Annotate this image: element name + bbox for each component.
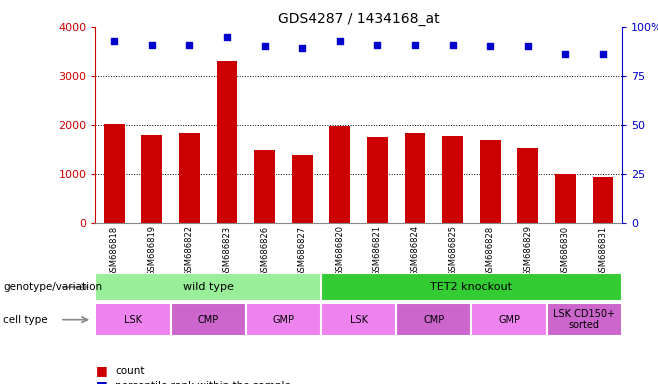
Point (297, 45, 307, 51)
Point (147, 41, 157, 48)
Text: cell type: cell type (3, 314, 48, 325)
Bar (330, 126, 350, 223)
Bar (405, 132, 425, 223)
Text: LSK: LSK (124, 314, 142, 325)
Point (372, 41, 383, 48)
Point (560, 51, 570, 57)
Point (597, 51, 608, 57)
Text: count: count (115, 366, 145, 376)
Bar (95, 273, 321, 301)
Bar (480, 141, 501, 223)
Text: ■: ■ (95, 364, 107, 377)
Bar (141, 135, 162, 223)
Bar (547, 303, 622, 336)
Bar (396, 303, 471, 336)
Text: wild type: wild type (183, 282, 234, 292)
Point (485, 43, 495, 50)
Bar (170, 303, 246, 336)
Text: CMP: CMP (423, 314, 444, 325)
Text: GMP: GMP (498, 314, 520, 325)
Point (334, 38, 345, 44)
Bar (95, 303, 170, 336)
Bar (321, 273, 622, 301)
Point (109, 38, 120, 44)
Text: LSK CD150+
sorted: LSK CD150+ sorted (553, 309, 615, 331)
Point (184, 41, 195, 48)
Bar (292, 155, 313, 223)
Bar (471, 303, 547, 336)
Text: genotype/variation: genotype/variation (3, 282, 103, 292)
Point (222, 34, 232, 40)
Bar (246, 303, 321, 336)
Bar (216, 61, 238, 223)
Text: GDS4287 / 1434168_at: GDS4287 / 1434168_at (278, 12, 440, 25)
Text: ■: ■ (95, 379, 107, 384)
Bar (321, 303, 396, 336)
Text: percentile rank within the sample: percentile rank within the sample (115, 381, 291, 384)
Bar (442, 136, 463, 223)
Bar (367, 137, 388, 223)
Point (410, 41, 420, 48)
Text: GMP: GMP (272, 314, 294, 325)
Point (259, 43, 270, 50)
Text: CMP: CMP (197, 314, 219, 325)
Bar (517, 148, 538, 223)
Point (447, 41, 458, 48)
Text: LSK: LSK (349, 314, 368, 325)
Bar (254, 150, 275, 223)
Bar (104, 124, 124, 223)
Bar (593, 177, 613, 223)
Text: TET2 knockout: TET2 knockout (430, 282, 513, 292)
Bar (555, 174, 576, 223)
Bar (179, 132, 200, 223)
Point (522, 43, 533, 50)
